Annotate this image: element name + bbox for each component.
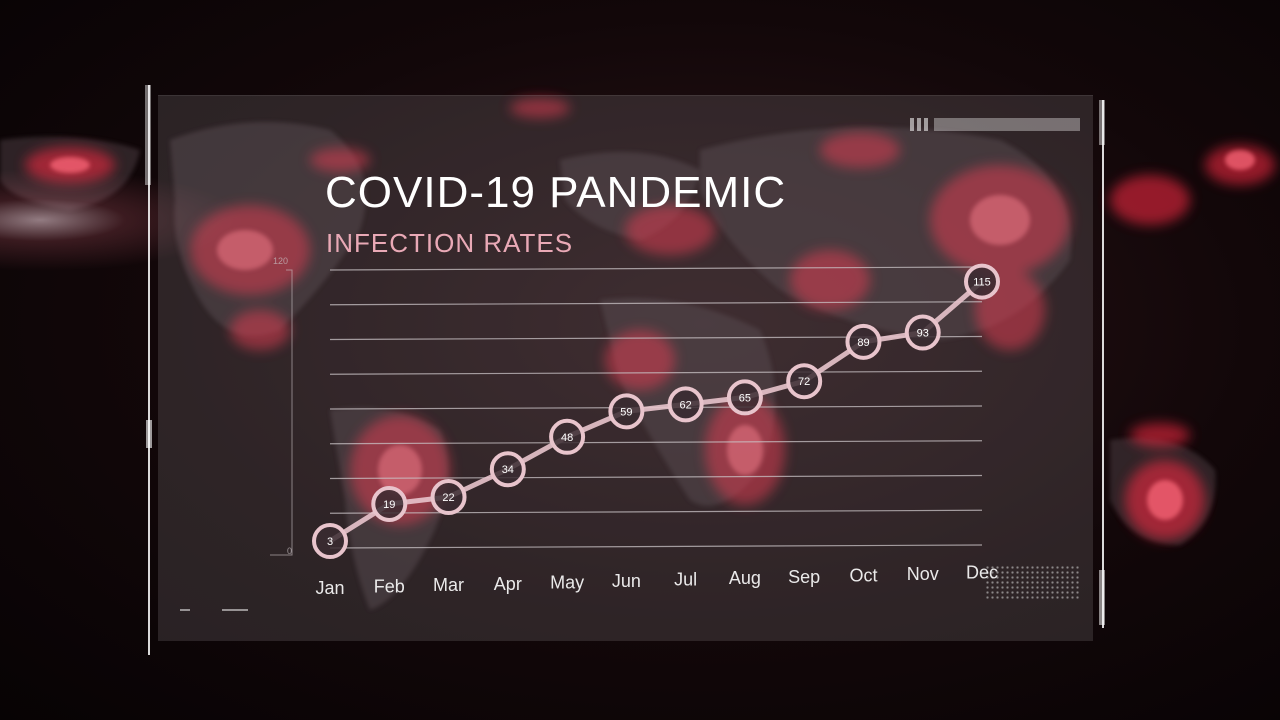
right-bracket-tick [1099,570,1105,625]
data-label: 62 [680,399,692,411]
data-point: 59 [608,393,645,430]
x-tick-label: Jul [674,570,697,590]
series-line [328,279,984,544]
data-point-marker [667,386,704,423]
data-label: 19 [383,499,395,511]
data-point-marker [964,263,1000,300]
decorative-bar [910,118,1080,131]
data-point: 22 [430,479,467,516]
gridline [329,266,983,271]
data-point: 34 [489,451,526,488]
data-point-marker [371,485,408,522]
gridline [329,440,983,445]
data-point-marker [786,363,823,400]
gridline [329,544,983,549]
x-tick-label: Apr [494,574,522,594]
left-bracket-line [148,85,150,655]
data-point: 93 [904,314,941,351]
chart-subtitle: INFECTION RATES [326,228,574,258]
right-bracket-line [1102,100,1104,628]
data-point-marker [845,323,882,360]
x-tick-label: Oct [849,565,877,585]
x-tick-label: Nov [907,564,939,584]
data-label: 48 [561,432,573,444]
lens-flare [0,160,280,280]
data-point-marker [312,523,348,560]
x-tick-label: Jan [315,578,344,598]
data-point-marker [608,393,645,430]
series-polyline [328,279,984,544]
data-label: 93 [917,328,929,340]
x-tick-label: Dec [966,563,998,583]
data-point-marker [430,479,467,516]
data-point-marker [904,314,941,351]
x-tick-label: Mar [433,575,464,595]
data-point: 115 [964,263,1000,300]
data-label: 115 [973,277,991,289]
data-point: 65 [726,379,763,416]
y-tick-label-max: 120 [273,256,288,266]
data-label: 72 [798,376,810,388]
gridline [329,509,983,514]
y-axis-line [270,269,293,556]
x-tick-label: Feb [374,577,405,597]
data-points: 3 19 22 34 48 59 62 65 72 89 93 115 [312,263,1000,560]
right-bracket-cap [1099,100,1105,145]
left-bracket-cap [145,85,151,185]
data-label: 65 [739,392,751,404]
data-point-marker [549,418,586,455]
data-point: 62 [667,386,704,423]
data-point: 48 [549,418,586,455]
dot-grid-decoration [985,565,1080,600]
chart-title: COVID-19 PANDEMIC [325,168,787,217]
data-point: 72 [786,363,823,400]
data-label: 89 [857,337,869,349]
data-label: 34 [502,464,514,476]
x-axis-labels: Jan Feb Mar Apr May Jun Jul Aug Sep Oct Nov Dec [315,563,998,598]
data-point: 3 [312,523,348,560]
x-tick-label: Jun [612,571,641,591]
y-axis: 120 0 [270,256,293,556]
data-label: 3 [327,536,333,548]
data-point-marker [489,451,526,488]
data-point-marker [726,379,763,416]
data-label: 59 [620,406,632,418]
gridline [329,370,983,375]
panel-corner-dash [222,609,248,611]
gridline [329,301,983,306]
y-tick-label-min: 0 [287,546,292,556]
gridline [329,474,983,480]
data-point: 19 [371,485,408,522]
x-tick-label: Aug [729,568,761,588]
data-point: 89 [845,323,882,360]
x-tick-label: Sep [788,567,820,587]
data-label: 22 [442,492,454,504]
x-tick-label: May [550,572,584,592]
panel-corner-dash [180,609,190,611]
left-bracket-tick [146,420,152,448]
chart-panel [158,95,1093,641]
